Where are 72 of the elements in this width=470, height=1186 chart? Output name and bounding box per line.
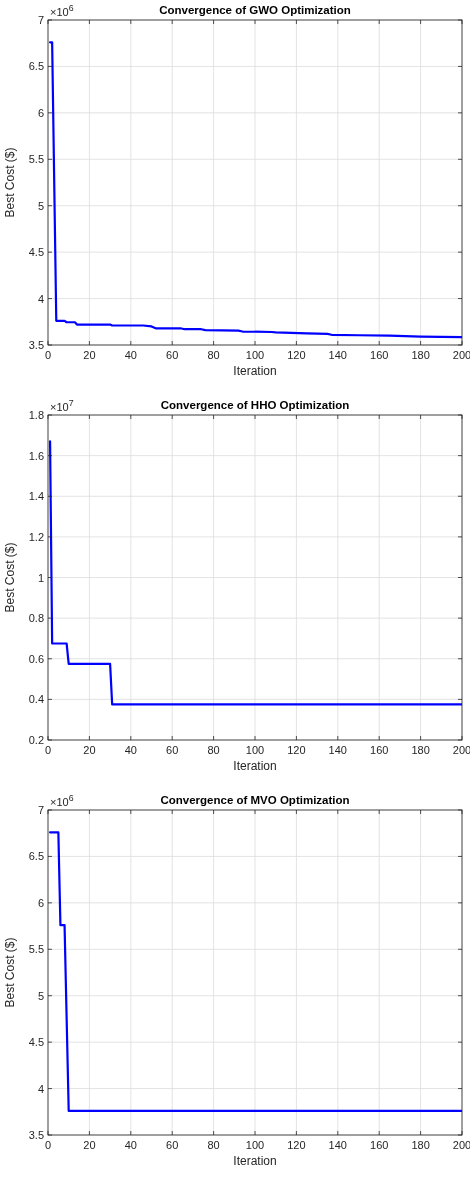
x-tick-label: 120 <box>287 349 306 361</box>
x-tick-label: 40 <box>124 1139 137 1151</box>
y-tick-label: 4 <box>37 1082 44 1095</box>
y-tick-label: 4.5 <box>28 1036 44 1049</box>
y-tick-label: 1.4 <box>28 490 44 503</box>
x-tick-label: 0 <box>44 744 52 756</box>
y-tick-label: 6.5 <box>28 60 44 73</box>
x-tick-label: 80 <box>207 349 220 361</box>
text: ×10$^{6}$ <box>50 3 74 18</box>
x-tick-label: 40 <box>124 349 137 361</box>
y-tick-label: 6 <box>37 896 44 909</box>
chart-title: Convergence of MVO Optimization <box>160 794 350 806</box>
line-series <box>48 41 462 339</box>
x-tick-label: 160 <box>370 1139 389 1151</box>
chart-title: Convergence of HHO Optimization <box>160 399 350 411</box>
x-tick-label: 160 <box>370 744 389 756</box>
x-tick-label: 140 <box>328 349 347 361</box>
x-tick-label: 100 <box>245 349 265 361</box>
text: ×10$^{6}$ <box>50 793 74 808</box>
x-tick-label: 100 <box>245 1139 265 1151</box>
y-tick-label: 1 <box>37 571 44 584</box>
x-tick-label: 200 <box>452 744 470 756</box>
x-tick-label: 0 <box>44 1139 52 1151</box>
y-tick-label: 7 <box>37 14 44 26</box>
x-tick-label: 20 <box>83 1139 96 1151</box>
y-tick-label: 0.6 <box>28 652 44 665</box>
y-tick-label: 4 <box>37 292 44 305</box>
x-tick-label: 120 <box>287 744 306 756</box>
x-tick-label: 60 <box>166 349 179 361</box>
x-tick-label: 200 <box>452 1139 470 1151</box>
y-tick-label: 3.5 <box>28 1129 44 1141</box>
x-tick-label: 80 <box>207 744 220 756</box>
text: ×10$^{7}$ <box>50 398 74 413</box>
x-tick-label: 180 <box>411 1139 430 1151</box>
y-tick-label: 7 <box>37 804 44 816</box>
y-tick-label: 0.4 <box>28 693 44 706</box>
x-tick-label: 200 <box>452 349 470 361</box>
y-tick-label: 4.5 <box>28 246 44 259</box>
y-axis-title: Best Cost ($) <box>3 147 17 218</box>
y-tick-label: 1.2 <box>28 530 44 543</box>
x-tick-label: 20 <box>83 744 96 756</box>
line-series <box>48 440 462 706</box>
x-tick-label: 20 <box>83 349 96 361</box>
x-tick-label: 140 <box>328 744 347 756</box>
y-tick-label: 6.5 <box>28 850 44 863</box>
y-tick-label: 5 <box>37 989 44 1002</box>
y-tick-label: 0.8 <box>28 612 44 625</box>
y-tick-label: 3.5 <box>28 339 44 351</box>
y-tick-label: 5.5 <box>28 943 44 956</box>
x-tick-label: 120 <box>287 1139 306 1151</box>
x-tick-label: 180 <box>411 349 430 361</box>
x-tick-label: 60 <box>166 1139 179 1151</box>
x-tick-label: 100 <box>245 744 265 756</box>
chart-title: Convergence of GWO Optimization <box>159 4 351 16</box>
x-tick-label: 60 <box>166 744 179 756</box>
y-tick-label: 1.8 <box>28 409 44 421</box>
y-axis-title: Best Cost ($) <box>3 542 17 613</box>
x-axis-title: Iteration <box>233 759 277 773</box>
x-tick-label: 0 <box>44 349 52 361</box>
y-tick-label: 5.5 <box>28 153 44 166</box>
y-tick-label: 6 <box>37 106 44 119</box>
y-tick-label: 5 <box>37 199 44 212</box>
y-axis-title: Best Cost ($) <box>3 937 17 1008</box>
x-tick-label: 180 <box>411 744 430 756</box>
x-tick-label: 80 <box>207 1139 220 1151</box>
y-tick-label: 1.6 <box>28 449 44 462</box>
y-tick-label: 0.2 <box>28 734 44 746</box>
x-tick-label: 40 <box>124 744 137 756</box>
x-axis-title: Iteration <box>233 1154 277 1168</box>
x-tick-label: 140 <box>328 1139 347 1151</box>
x-tick-label: 160 <box>370 349 389 361</box>
x-axis-title: Iteration <box>233 364 277 378</box>
